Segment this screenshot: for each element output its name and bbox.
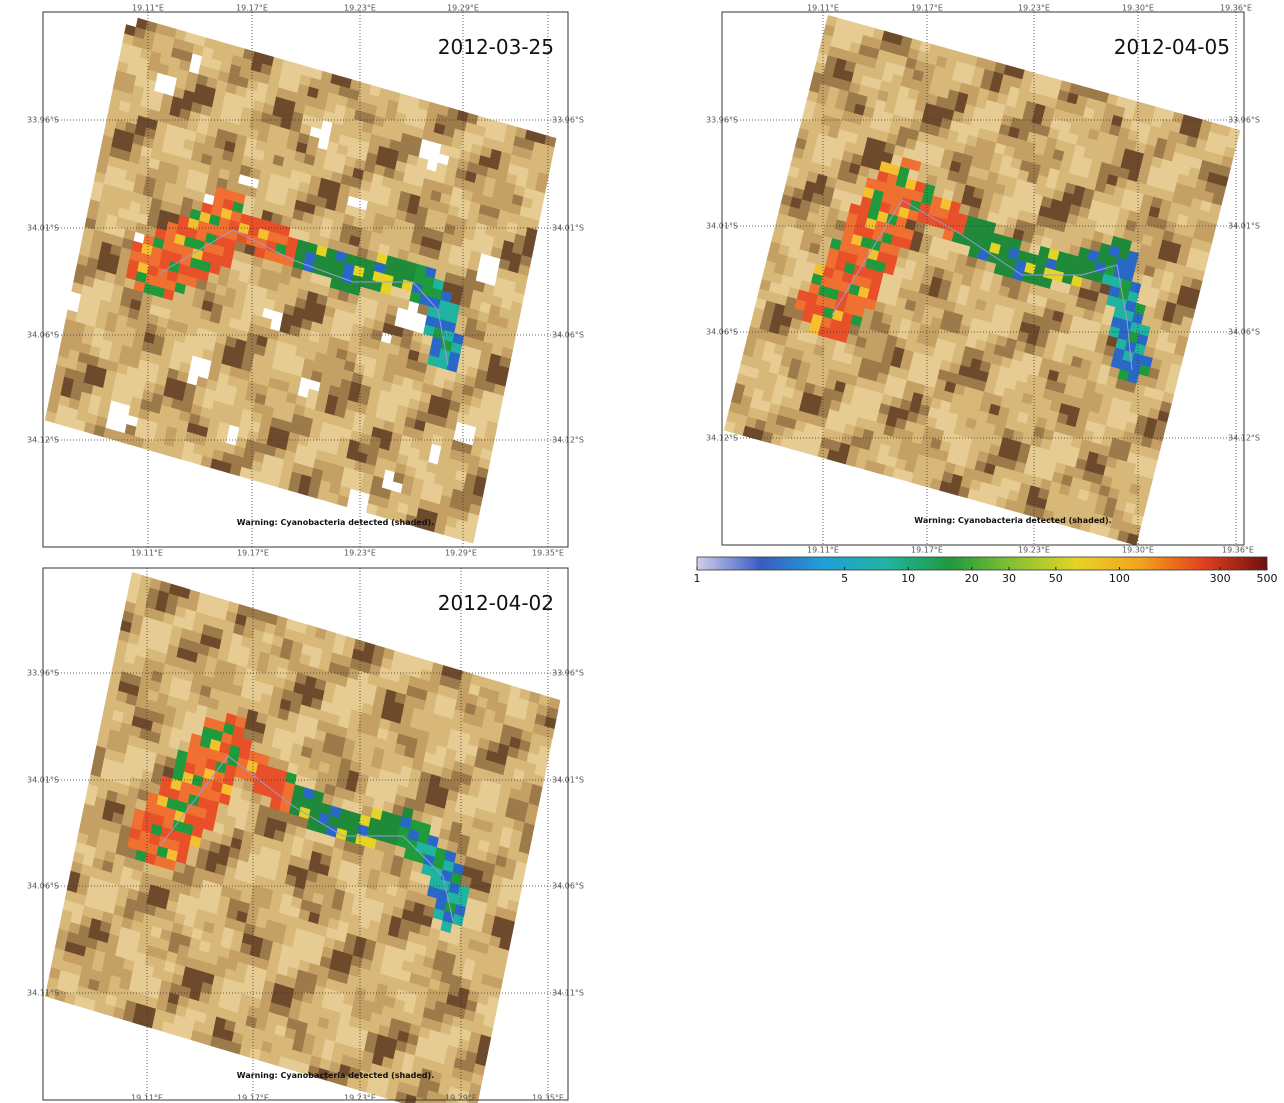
lon-label: 19.23°E xyxy=(1018,546,1050,555)
lon-label: 19.35°E xyxy=(532,549,564,558)
lat-label: 34.06°S xyxy=(706,328,738,337)
lat-label: 33.96°S xyxy=(1228,116,1260,125)
lat-label: 34.01°S xyxy=(706,222,738,231)
lon-label: 19.23°E xyxy=(344,549,376,558)
lat-label: 34.06°S xyxy=(552,331,584,340)
lon-label: 19.29°E xyxy=(447,4,479,13)
lat-label: 34.01°S xyxy=(27,224,59,233)
satellite-swath xyxy=(45,15,556,543)
figure: 19.11°E19.17°E19.23°E19.29°E19.11°E19.17… xyxy=(0,0,1284,1103)
lon-label: 19.36°E xyxy=(1220,4,1252,13)
lon-label: 19.23°E xyxy=(1018,4,1050,13)
lon-label: 19.23°E xyxy=(344,4,376,13)
warning: Warning: Cyanobacteria detected (shaded)… xyxy=(237,518,434,527)
lat-label: 34.12°S xyxy=(552,436,584,445)
satellite-swath xyxy=(724,15,1240,545)
lon-label: 19.11°E xyxy=(807,546,839,555)
lon-label: 19.11°E xyxy=(131,549,163,558)
date-label: 2012-03-25 xyxy=(438,35,554,59)
lon-label: 19.11°E xyxy=(807,4,839,13)
lon-label: 19.36°E xyxy=(1222,546,1254,555)
lat-label: 34.01°S xyxy=(552,224,584,233)
map-panel: 19.11°E 19.17°E 19.23°E 19.30°E 19.36°E 19.11… xyxy=(706,4,1260,555)
lat-label: 33.96°S xyxy=(27,116,59,125)
lat-label: 34.12°S xyxy=(706,434,738,443)
lon-label: 19.11°E xyxy=(132,4,164,13)
lat-label: 33.96°S xyxy=(552,116,584,125)
lon-label: 19.17°E xyxy=(236,4,268,13)
warning: Warning: Cyanobacteria detected (shaded)… xyxy=(914,516,1111,525)
map-panel: 19.11°E 19.17°E 19.23°E 19.29°E 19.11°E 19.17… xyxy=(27,4,584,558)
lat-label: 33.96°S xyxy=(706,116,738,125)
lon-label: 19.17°E xyxy=(237,549,269,558)
lat-label: 34.12°S xyxy=(1228,434,1260,443)
satellite-swath xyxy=(45,572,560,1103)
lon-label: 19.29°E xyxy=(445,549,477,558)
lon-label: 19.17°E xyxy=(911,4,943,13)
map-panel: 19.11°E19.17°E19.23°E19.29°E19.35°E33.96… xyxy=(27,568,584,1103)
date-label: 2012-04-05 xyxy=(1114,35,1230,59)
lat-label: 34.01°S xyxy=(1228,222,1260,231)
lat-label: 34.06°S xyxy=(1228,328,1260,337)
lon-label: 19.30°E xyxy=(1122,546,1154,555)
lat-label: 34.06°S xyxy=(27,331,59,340)
lat-label: 34.12°S xyxy=(27,436,59,445)
lon-label: 19.30°E xyxy=(1122,4,1154,13)
lon-label: 19.17°E xyxy=(911,546,943,555)
